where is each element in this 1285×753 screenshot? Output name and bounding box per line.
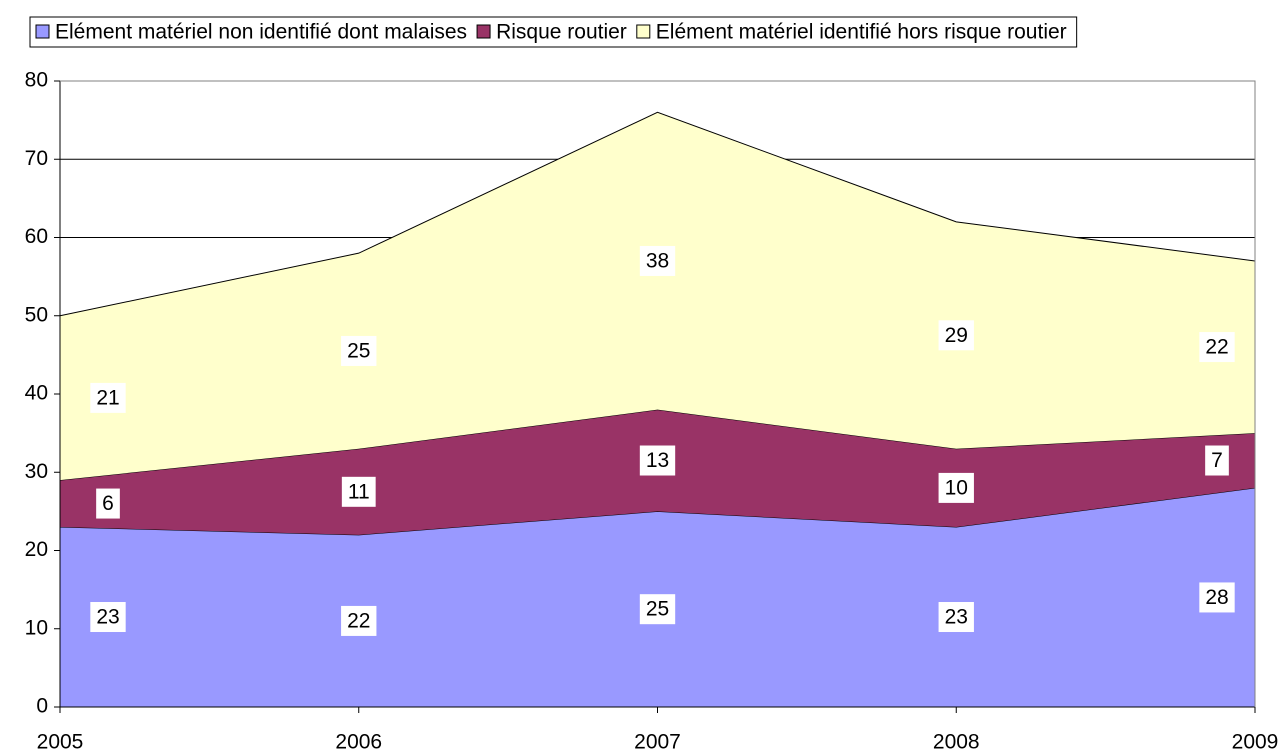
- data-label-text: 25: [347, 340, 370, 363]
- y-tick-label: 10: [25, 616, 48, 639]
- data-label-text: 28: [1205, 586, 1228, 609]
- legend-swatch: [35, 24, 50, 39]
- data-label-text: 23: [945, 606, 968, 629]
- data-label: 23: [938, 602, 974, 633]
- data-label-text: 6: [102, 492, 114, 515]
- x-tick-label: 2005: [37, 731, 84, 753]
- data-label-box: [639, 594, 676, 625]
- data-label-text: 22: [347, 609, 370, 632]
- data-label-box: [341, 605, 377, 636]
- x-tick-label: 2006: [335, 731, 382, 753]
- legend-swatch: [476, 24, 491, 39]
- data-label-text: 22: [1205, 336, 1228, 359]
- x-tick-label: 2008: [933, 731, 980, 753]
- data-label-box: [1199, 582, 1235, 613]
- data-label: 13: [639, 445, 676, 476]
- data-label: 7: [1205, 445, 1229, 476]
- data-label-box: [938, 320, 974, 351]
- y-tick-label: 80: [25, 69, 48, 92]
- data-label-box: [1199, 332, 1235, 363]
- data-label-text: 10: [945, 476, 968, 499]
- x-tick-label: 2007: [634, 731, 681, 753]
- data-label-text: 23: [96, 606, 119, 629]
- data-label-box: [90, 382, 126, 413]
- data-label: 6: [96, 488, 120, 519]
- data-label: 11: [341, 476, 376, 507]
- y-tick-label: 60: [25, 225, 48, 248]
- legend-box: [29, 16, 1078, 48]
- data-label: 22: [1199, 332, 1235, 363]
- data-label-text: 11: [348, 480, 370, 503]
- legend-label: Elément matériel non identifié dont mala…: [55, 21, 467, 44]
- legend-label: Risque routier: [496, 21, 627, 44]
- data-label-box: [938, 602, 974, 633]
- data-label-box: [639, 245, 676, 276]
- data-label: 21: [90, 382, 126, 413]
- legend-swatch: [636, 24, 651, 39]
- data-label-box: [1205, 445, 1229, 476]
- data-label: 22: [341, 605, 377, 636]
- plot-border: [60, 80, 1256, 707]
- data-label-text: 38: [646, 250, 669, 273]
- data-label-text: 25: [646, 598, 669, 621]
- area: [60, 112, 1255, 481]
- area-edge: [59, 111, 1256, 317]
- data-label: 28: [1199, 582, 1235, 613]
- y-tick-label: 40: [25, 382, 48, 405]
- data-label-text: 7: [1211, 449, 1223, 472]
- y-tick-label: 50: [25, 303, 48, 326]
- data-label-text: 29: [945, 324, 968, 347]
- legend-label: Elément matériel identifié hors risque r…: [656, 21, 1067, 44]
- y-tick-label: 20: [25, 538, 48, 561]
- y-tick-label: 70: [25, 147, 48, 170]
- data-label-box: [938, 472, 974, 503]
- data-label: 25: [639, 594, 676, 625]
- y-tick-label: 0: [36, 695, 48, 718]
- data-label-box: [341, 335, 377, 366]
- data-label-box: [341, 476, 376, 507]
- data-label: 38: [639, 245, 676, 276]
- data-label-text: 13: [646, 449, 669, 472]
- data-label: 23: [90, 602, 126, 633]
- data-label: 10: [938, 472, 974, 503]
- legend: Elément matériel non identifié dont mala…: [29, 16, 1078, 48]
- y-tick-label: 30: [25, 460, 48, 483]
- data-label: 29: [938, 320, 974, 351]
- data-label-text: 21: [96, 386, 119, 409]
- data-label-box: [639, 445, 676, 476]
- x-tick-label: 2009: [1232, 731, 1279, 753]
- data-label-box: [96, 488, 120, 519]
- data-label: 25: [341, 335, 377, 366]
- data-label-box: [90, 602, 126, 633]
